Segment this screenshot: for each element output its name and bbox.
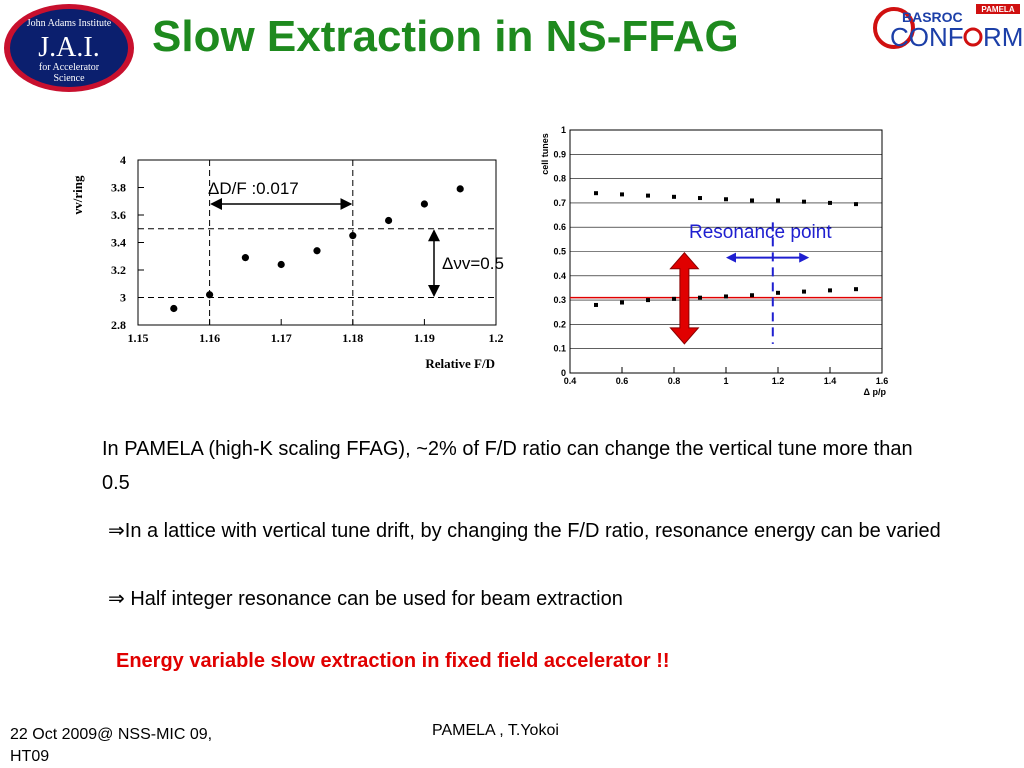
right-x-tick-label: 1 [723,376,728,386]
right-chart-xlabel: Δ p/p [864,387,887,397]
right-data-point [854,287,858,292]
right-data-point [802,199,806,204]
conform-logo-rm: RM [983,22,1022,50]
left-data-point [170,304,178,313]
right-data-point [698,295,702,300]
right-data-point [828,288,832,293]
left-x-tick-label: 1.17 [271,331,292,345]
left-data-point [277,260,285,269]
right-x-tick-label: 0.8 [668,376,681,386]
right-y-tick-label: 0.9 [553,149,566,159]
left-y-tick-label: 3 [120,291,126,305]
right-y-tick-label: 1 [561,125,566,135]
left-plot-frame [137,159,497,326]
left-y-tick-label: 3.2 [111,263,126,277]
jai-logo-line3: for Accelerator [39,62,100,73]
right-y-tick-label: 0.5 [553,247,566,257]
right-data-point [802,289,806,294]
tune-vs-fd-chart: 1.15 1.16 1.17 1.18 1.19 1.2 2.8 3 3.2 3.4 3.6 3.8 4… [70,153,504,371]
right-data-point [750,293,754,298]
jai-logo-line4: Science [53,73,85,84]
footer-date-conference: 22 Oct 2009@ NSS-MIC 09, HT09 [10,726,213,765]
right-data-point [672,296,676,301]
left-data-point [313,247,321,255]
right-data-point [776,290,780,295]
conform-logo-conf: CONF [890,22,964,50]
paragraph-resonance-energy: ⇒In a lattice with vertical tune drift, … [108,520,941,542]
right-data-point [776,198,780,203]
conform-logo-pamela: PAMELA [981,5,1014,14]
right-y-tick-label: 0.8 [553,174,566,184]
jai-logo: John Adams Institute J.A.I. for Accelera… [4,4,134,92]
right-data-point [724,197,728,202]
right-y-tick-label: 0.2 [553,319,566,329]
right-x-tick-label: 1.4 [824,376,837,386]
right-data-point [828,200,832,205]
right-data-point [620,300,624,305]
tune-shift-arrowhead-right [799,252,810,263]
conform-logo-basroc: BASROC [902,9,963,25]
right-data-point [620,192,624,197]
highlight-conclusion: Energy variable slow extraction in fixed… [116,650,670,672]
cell-tunes-chart: 0 0.1 0.2 0.3 0.4 0.5 0.6 0.7 0.8 0.9 1 0.4 0.6 0.8 1 1… [540,125,889,397]
right-x-tick-label: 1.6 [876,376,889,386]
jai-logo-line2: J.A.I. [38,32,99,63]
left-data-point [349,232,357,240]
left-data-point [420,200,428,208]
left-x-tick-label: 1.16 [199,331,220,345]
right-data-point [594,191,598,196]
footer-author: PAMELA , T.Yokoi [432,722,559,739]
right-data-point [594,302,598,307]
right-y-tick-label: 0.7 [553,198,566,208]
right-x-tick-label: 0.4 [564,376,577,386]
left-chart-ylabel: νv/ring [70,175,85,216]
left-x-tick-label: 1.15 [128,331,149,345]
basroc-conform-logo: PAMELA BASROC CONF RM [873,4,1022,50]
right-data-point [724,294,728,299]
left-x-tick-label: 1.18 [342,331,363,345]
right-x-tick-label: 1.2 [772,376,785,386]
right-y-tick-label: 0.4 [553,271,566,281]
left-data-point [385,216,393,225]
left-x-tick-label: 1.2 [489,331,504,345]
left-data-point [241,254,249,262]
right-data-point [672,194,676,199]
left-x-tick-label: 1.19 [414,331,435,345]
left-y-tick-label: 2.8 [111,318,126,332]
right-x-tick-label: 0.6 [616,376,629,386]
right-data-point [646,193,650,198]
right-data-point [698,196,702,201]
dnu-annotation-label: Δνv=0.5 [442,254,504,273]
red-double-arrow [669,251,700,345]
slide-title: Slow Extraction in NS-FFAG [152,12,739,61]
right-y-tick-label: 0 [561,368,566,378]
tune-shift-arrowhead-left [726,252,736,263]
left-y-tick-label: 4 [120,153,126,167]
jai-logo-line1: John Adams Institute [27,18,112,29]
left-data-point [206,291,214,299]
right-y-tick-label: 0.6 [553,222,566,232]
paragraph-tune-change: In PAMELA (high-K scaling FFAG), ~2% of … [102,438,913,494]
left-y-tick-label: 3.8 [111,181,126,195]
resonance-point-label: Resonance point [689,222,832,243]
right-data-point [750,198,754,203]
left-chart-xlabel: Relative F/D [425,356,495,371]
right-data-point [854,202,858,207]
left-y-tick-label: 3.4 [111,236,126,250]
right-y-tick-label: 0.1 [553,344,566,354]
right-data-point [646,298,650,303]
left-data-point [456,185,464,193]
right-y-tick-label: 0.3 [553,295,566,305]
right-chart-ylabel: cell tunes [540,133,550,175]
df-annotation-label: ΔD/F :0.017 [208,179,299,198]
left-y-tick-label: 3.6 [111,208,126,222]
paragraph-half-integer: ⇒ Half integer resonance can be used for… [108,588,623,610]
